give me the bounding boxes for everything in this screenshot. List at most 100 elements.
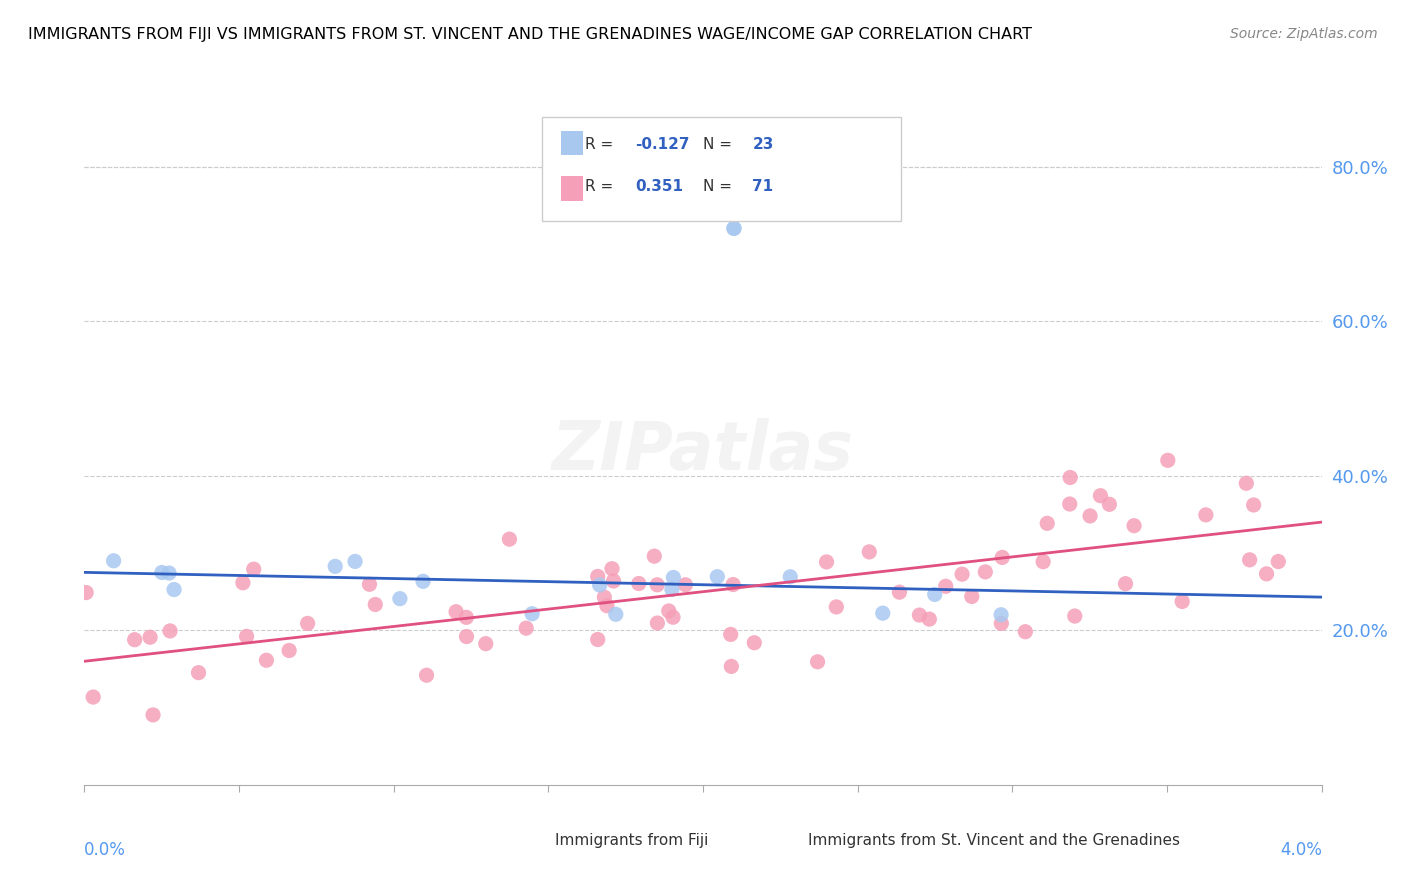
Point <box>1036 516 1059 531</box>
Text: R =: R = <box>585 179 619 194</box>
Point <box>586 632 609 647</box>
Point <box>1032 555 1054 569</box>
Text: 23: 23 <box>752 137 773 153</box>
Point <box>779 570 801 584</box>
Point <box>444 605 467 619</box>
Point <box>720 627 742 641</box>
Point <box>918 612 941 626</box>
Point <box>991 550 1014 565</box>
Point <box>254 653 277 667</box>
Point <box>596 599 619 613</box>
Point <box>593 591 616 605</box>
Point <box>1157 453 1180 467</box>
Text: N =: N = <box>703 137 737 153</box>
Text: Immigrants from St. Vincent and the Grenadines: Immigrants from St. Vincent and the Gren… <box>808 833 1180 848</box>
Point <box>935 579 957 593</box>
Point <box>586 569 609 583</box>
Point <box>647 615 669 630</box>
Point <box>742 636 765 650</box>
Point <box>1059 497 1081 511</box>
Text: 71: 71 <box>752 179 773 194</box>
Point <box>815 555 838 569</box>
Point <box>75 585 97 599</box>
Point <box>858 545 880 559</box>
Text: 0.0%: 0.0% <box>84 840 127 859</box>
Point <box>1243 498 1265 512</box>
Point <box>960 590 983 604</box>
Point <box>723 221 745 235</box>
Point <box>605 607 627 622</box>
Point <box>235 629 257 643</box>
Point <box>1078 508 1101 523</box>
Point <box>456 630 478 644</box>
Point <box>627 576 650 591</box>
Point <box>661 582 683 597</box>
Point <box>139 630 162 644</box>
Point <box>82 690 104 704</box>
FancyBboxPatch shape <box>517 827 548 855</box>
Point <box>723 221 745 235</box>
Point <box>150 566 173 580</box>
Point <box>872 606 894 620</box>
FancyBboxPatch shape <box>561 176 583 201</box>
Point <box>1239 553 1261 567</box>
Point <box>662 570 685 584</box>
Point <box>1267 555 1289 569</box>
Point <box>163 582 186 597</box>
Point <box>645 578 668 592</box>
Point <box>806 655 828 669</box>
Point <box>157 566 180 580</box>
Point <box>658 604 681 618</box>
Point <box>675 578 697 592</box>
Point <box>924 587 946 601</box>
Point <box>515 621 537 635</box>
Point <box>720 659 742 673</box>
Point <box>950 567 973 582</box>
Text: IMMIGRANTS FROM FIJI VS IMMIGRANTS FROM ST. VINCENT AND THE GRENADINES WAGE/INCO: IMMIGRANTS FROM FIJI VS IMMIGRANTS FROM … <box>28 27 1032 42</box>
Point <box>721 577 744 591</box>
Point <box>1171 594 1194 608</box>
Point <box>498 532 520 546</box>
Point <box>889 585 911 599</box>
Point <box>159 624 181 638</box>
Text: Immigrants from Fiji: Immigrants from Fiji <box>554 833 707 848</box>
Point <box>456 610 478 624</box>
Point <box>412 574 434 589</box>
Point <box>364 598 387 612</box>
Point <box>908 608 931 623</box>
Point <box>1063 609 1085 624</box>
Point <box>232 575 254 590</box>
Point <box>589 578 612 592</box>
Point <box>359 577 381 591</box>
FancyBboxPatch shape <box>561 131 583 155</box>
Point <box>278 643 301 657</box>
Point <box>242 562 264 576</box>
Point <box>1114 576 1136 591</box>
Point <box>990 607 1012 622</box>
Point <box>1059 470 1081 484</box>
Text: 0.351: 0.351 <box>636 179 683 194</box>
Text: 4.0%: 4.0% <box>1279 840 1322 859</box>
Text: -0.127: -0.127 <box>636 137 689 153</box>
Point <box>1256 566 1278 581</box>
Point <box>662 610 685 624</box>
Point <box>474 637 496 651</box>
Point <box>1234 476 1257 491</box>
Text: N =: N = <box>703 179 737 194</box>
Point <box>124 632 146 647</box>
Point <box>1098 497 1121 511</box>
Point <box>600 562 623 576</box>
Point <box>520 607 543 621</box>
Point <box>415 668 437 682</box>
Point <box>187 665 209 680</box>
Point <box>643 549 665 564</box>
Point <box>1090 489 1112 503</box>
Point <box>142 707 165 722</box>
Point <box>990 616 1012 631</box>
Point <box>974 565 997 579</box>
Point <box>602 574 624 588</box>
Point <box>388 591 411 606</box>
Point <box>1014 624 1036 639</box>
FancyBboxPatch shape <box>543 117 901 221</box>
Point <box>1123 518 1146 533</box>
